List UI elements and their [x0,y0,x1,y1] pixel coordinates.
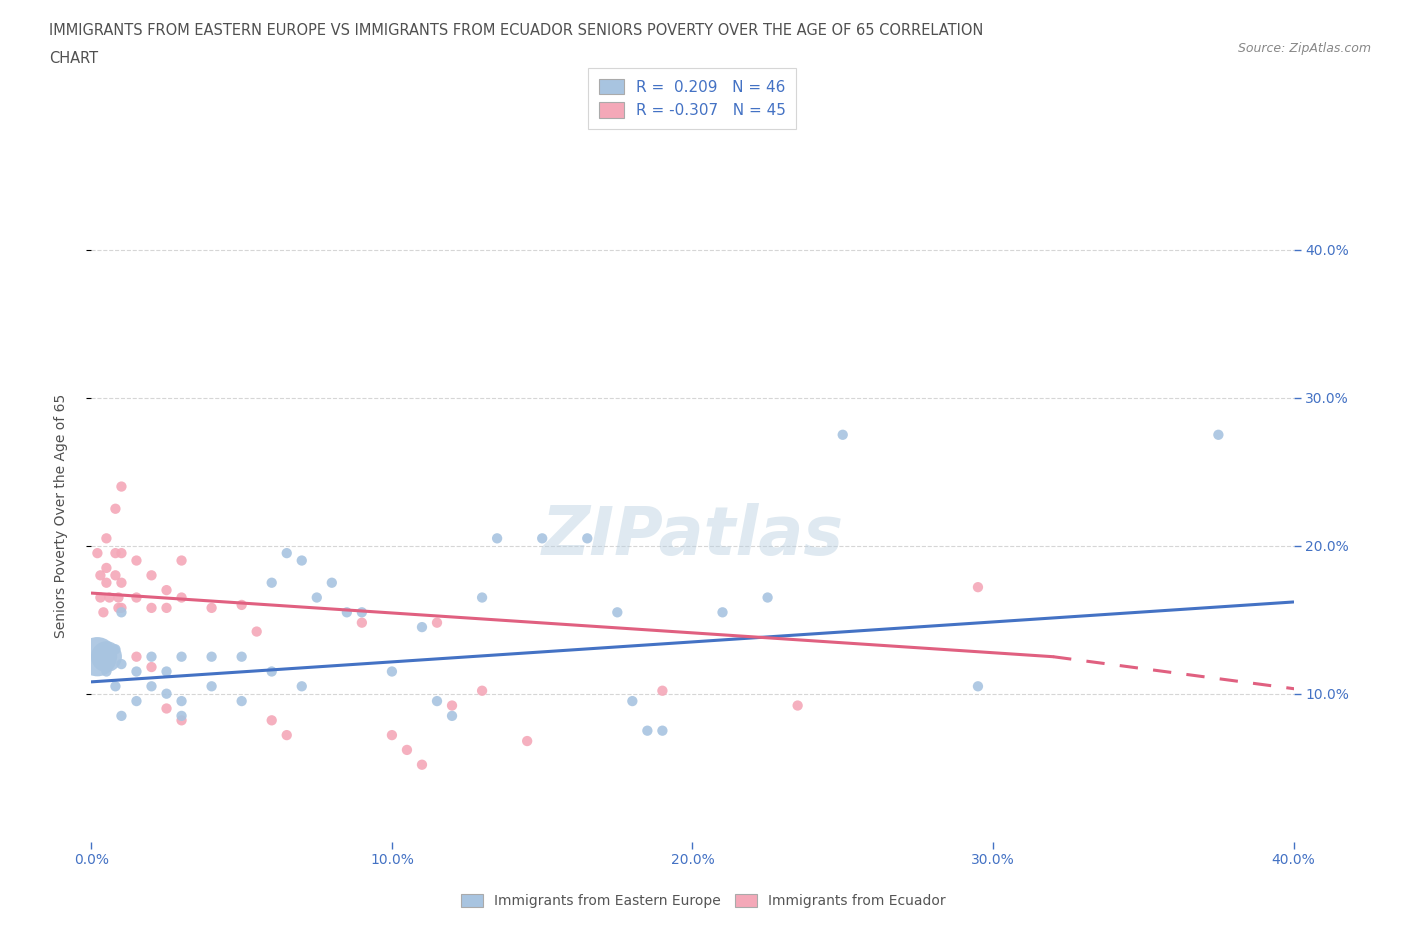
Point [155,583,177,598]
Point [426,616,449,631]
Point [170,649,193,664]
Text: ZIPatlas: ZIPatlas [541,503,844,568]
Point [125,649,148,664]
Text: Source: ZipAtlas.com: Source: ZipAtlas.com [1237,42,1371,55]
Point [110,601,132,616]
Point [96,576,118,591]
Point [440,709,463,724]
Point [967,579,990,594]
Point [246,624,269,639]
Point [516,734,538,749]
Point [110,546,132,561]
Point [381,727,404,742]
Point [651,724,673,738]
Point [141,679,163,694]
Point [201,679,224,694]
Point [231,649,253,664]
Point [260,664,283,679]
Point [104,501,127,516]
Point [110,604,132,619]
Y-axis label: Seniors Poverty Over the Age of 65: Seniors Poverty Over the Age of 65 [53,394,67,638]
Point [426,694,449,709]
Point [576,531,599,546]
Point [170,553,193,568]
Point [110,709,132,724]
Point [96,664,118,679]
Point [141,649,163,664]
Point [411,757,433,772]
Point [107,601,129,616]
Point [786,698,808,713]
Point [170,591,193,605]
Point [104,679,127,694]
Point [636,724,658,738]
Point [98,591,121,605]
Point [291,553,314,568]
Point [381,664,404,679]
Point [201,601,224,616]
Point [336,604,359,619]
Point [104,568,127,583]
Point [96,561,118,576]
Point [231,694,253,709]
Point [89,591,111,605]
Point [141,659,163,674]
Point [125,694,148,709]
Point [411,619,433,634]
Point [260,576,283,591]
Point [141,568,163,583]
Point [260,713,283,728]
Point [276,727,298,742]
Point [86,649,108,664]
Point [96,531,118,546]
Point [471,591,494,605]
Point [651,684,673,698]
Point [155,686,177,701]
Point [276,546,298,561]
Point [141,601,163,616]
Point [104,546,127,561]
Point [350,604,373,619]
Point [125,664,148,679]
Point [107,591,129,605]
Point [231,597,253,612]
Point [170,709,193,724]
Point [96,649,118,664]
Point [440,698,463,713]
Legend: Immigrants from Eastern Europe, Immigrants from Ecuador: Immigrants from Eastern Europe, Immigran… [456,889,950,914]
Point [155,701,177,716]
Point [756,591,779,605]
Point [110,657,132,671]
Text: IMMIGRANTS FROM EASTERN EUROPE VS IMMIGRANTS FROM ECUADOR SENIORS POVERTY OVER T: IMMIGRANTS FROM EASTERN EUROPE VS IMMIGR… [49,23,984,38]
Point [291,679,314,694]
Point [395,742,418,757]
Point [350,616,373,631]
Point [89,568,111,583]
Point [155,664,177,679]
Point [621,694,644,709]
Point [86,546,108,561]
Point [531,531,554,546]
Legend: R =  0.209   N = 46, R = -0.307   N = 45: R = 0.209 N = 46, R = -0.307 N = 45 [589,68,796,129]
Point [125,553,148,568]
Point [1208,428,1230,443]
Point [471,684,494,698]
Point [104,642,127,657]
Point [110,479,132,494]
Point [711,604,734,619]
Point [170,713,193,728]
Text: CHART: CHART [49,51,98,66]
Point [93,604,115,619]
Point [201,649,224,664]
Point [125,591,148,605]
Point [321,576,343,591]
Point [486,531,509,546]
Point [110,576,132,591]
Point [170,694,193,709]
Point [305,591,328,605]
Point [155,601,177,616]
Point [831,428,853,443]
Point [606,604,628,619]
Point [967,679,990,694]
